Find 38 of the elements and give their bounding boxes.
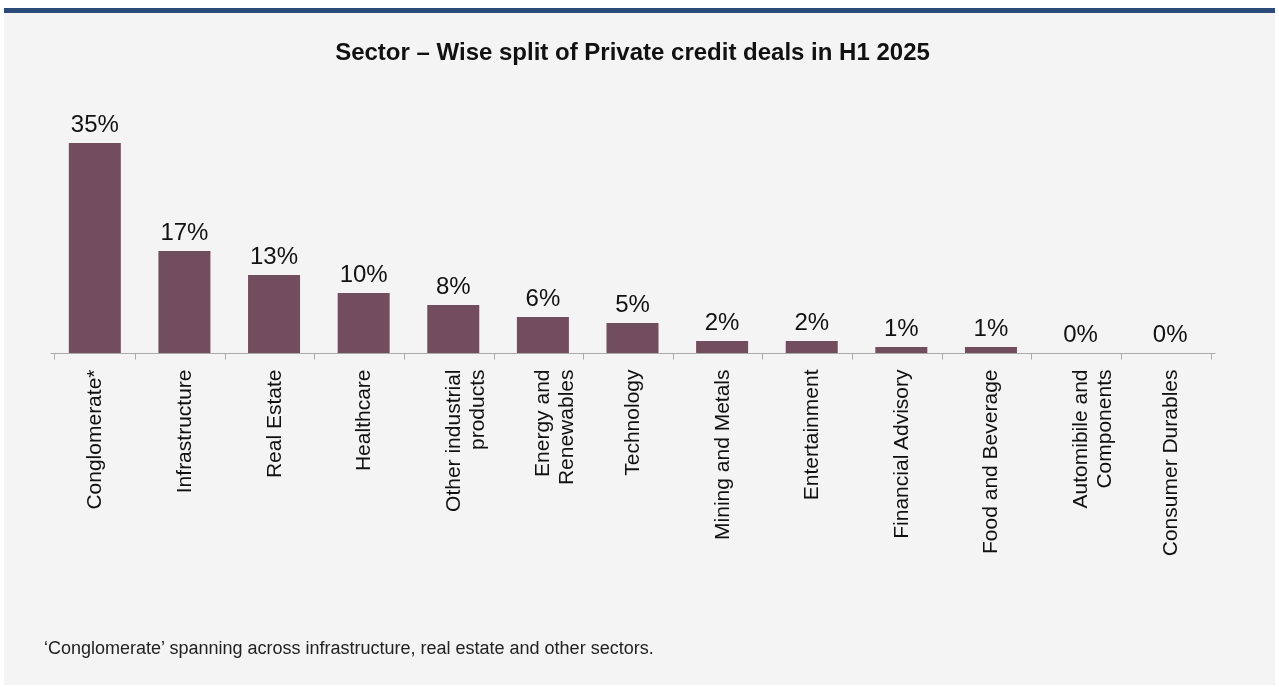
data-label: 5% — [615, 290, 650, 317]
data-label: 10% — [339, 260, 388, 287]
data-label: 1% — [973, 314, 1009, 341]
text: ‘Conglomerate’ spanning across infrastructure, real estate and other sectors. — [44, 638, 654, 659]
data-label: 0% — [1152, 320, 1188, 347]
bar — [785, 341, 838, 353]
x-tick-label: Infrastructure — [171, 369, 195, 494]
data-label: 35% — [70, 110, 119, 137]
x-tick-label: Real Estate — [261, 369, 285, 479]
data-label: 1% — [884, 314, 919, 341]
bar — [875, 347, 928, 353]
data-label: 17% — [160, 218, 209, 245]
x-tick-label: Other industrial products — [440, 369, 488, 512]
data-label: 2% — [704, 308, 740, 335]
data-label: 0% — [1063, 320, 1098, 347]
data-label: 8% — [435, 272, 471, 299]
x-tick-label: Entertainment — [799, 369, 823, 501]
x-tick-label: Technology — [620, 369, 643, 476]
x-tick-label: Healthcare — [351, 369, 375, 472]
data-label: 2% — [794, 308, 830, 335]
bar — [427, 305, 480, 353]
x-tick-label: Mining and Metals — [709, 369, 733, 540]
x-tick-label: Consumer Durables — [1157, 369, 1181, 557]
x-tick-label: Conglomerate* — [82, 369, 106, 510]
x-tick-label: Automibile and Components — [1068, 369, 1116, 509]
bar — [696, 341, 749, 353]
data-label: 6% — [525, 284, 561, 311]
bar — [964, 347, 1017, 353]
bar — [158, 251, 211, 353]
bar — [606, 323, 659, 353]
bar — [68, 143, 121, 353]
bar — [248, 275, 301, 353]
chart-title: Sector – Wise split of Private credit deals in H1 2025 — [335, 38, 930, 65]
x-tick-label: Food and Beverage — [978, 369, 1002, 554]
bar — [516, 317, 569, 353]
data-label: 13% — [250, 242, 299, 269]
bar — [337, 293, 390, 353]
x-tick-label: Financial Advisory — [888, 369, 912, 539]
